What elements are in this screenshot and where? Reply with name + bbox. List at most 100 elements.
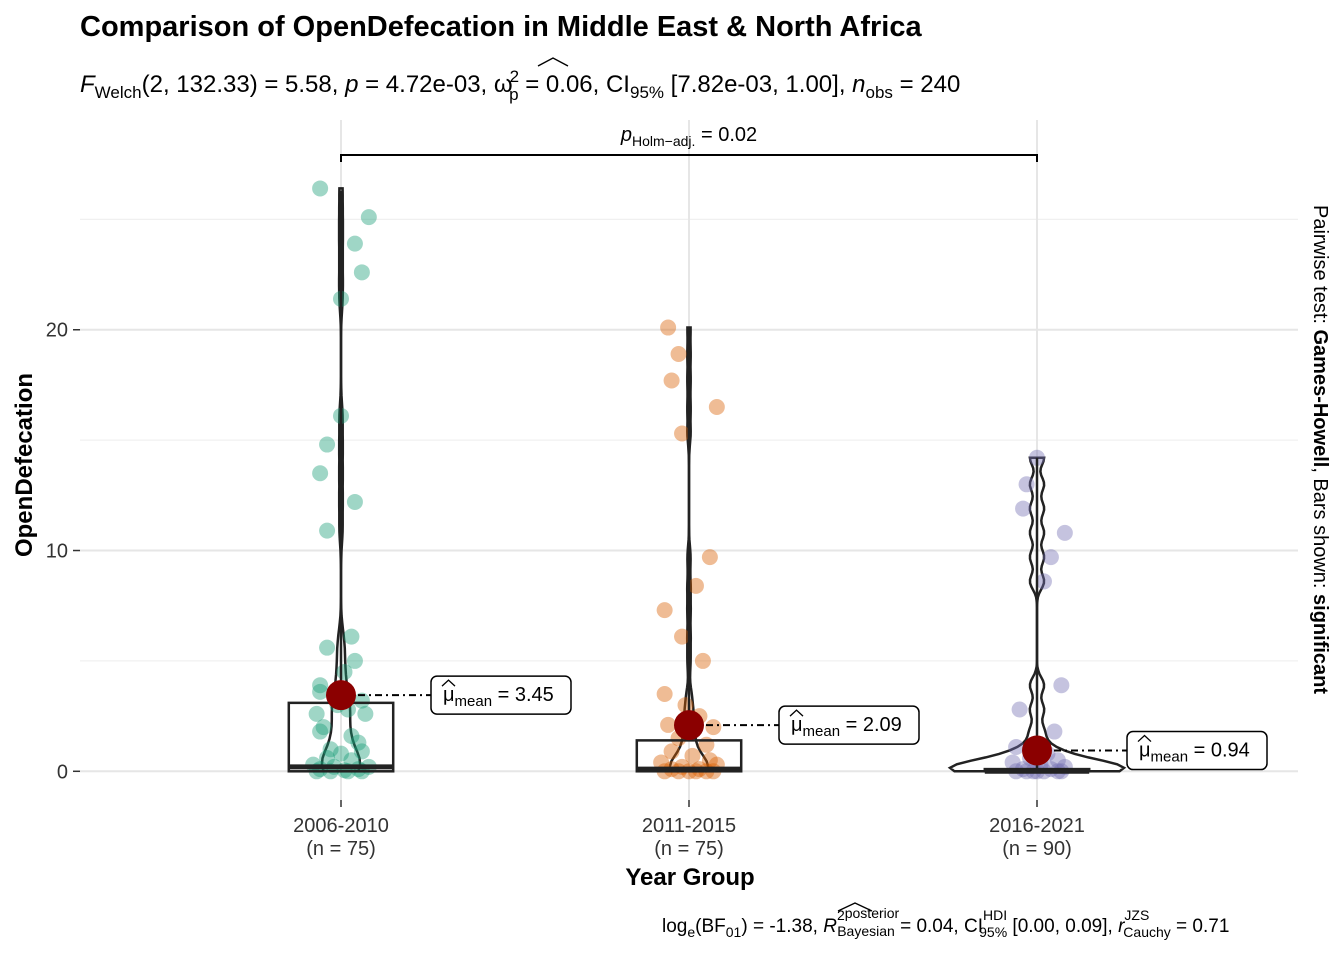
subtitle-n-value: = 240 (893, 71, 960, 98)
x-axis-title: Year Group (625, 864, 754, 891)
data-point (336, 663, 353, 680)
mean-value: = 0.94 (1188, 740, 1250, 762)
mean-marker (674, 710, 704, 741)
subtitle-es-sup: 2 (510, 67, 519, 86)
x-tick-n-label: (n = 90) (1002, 838, 1071, 860)
y-axis-title: OpenDefecation (11, 373, 38, 557)
x-tick-label: 2016-2021 (989, 815, 1085, 837)
mean-label-box (1126, 730, 1268, 771)
data-point (701, 549, 718, 566)
mean-symbol: μ (443, 684, 455, 706)
pairwise-label-prefix: Pairwise test: (1309, 205, 1331, 329)
data-point (353, 264, 370, 281)
data-point (1049, 752, 1066, 769)
data-point (312, 677, 329, 694)
data-point (705, 719, 722, 736)
data-point (312, 465, 329, 482)
data-point (346, 652, 363, 669)
caption-rc-value: = 0.71 (1171, 916, 1230, 937)
data-point (656, 686, 673, 703)
data-point (346, 493, 363, 510)
data-point (360, 209, 377, 226)
mean-label: μmean = 0.94 (1139, 740, 1250, 766)
data-point (1042, 549, 1059, 566)
data-point (1015, 500, 1032, 517)
data-point (674, 425, 691, 442)
chart-caption: loge(BF01) = -1.38, R2posterior Bayesian … (662, 905, 1229, 940)
caption-hat (837, 902, 873, 912)
caption-ci-value: [0.00, 0.09], (1007, 916, 1118, 937)
data-point (684, 747, 701, 764)
data-point (687, 577, 704, 594)
chart-subtitle: FWelch(2, 132.33) = 5.58, p = 4.72e-03, … (80, 67, 960, 104)
data-point (694, 652, 711, 669)
data-point (701, 752, 718, 769)
data-point (312, 723, 329, 740)
comparison-bracket: pHolm−adj. = 0.02 (340, 124, 1038, 162)
subtitle-hat (537, 57, 569, 67)
data-point (357, 705, 374, 722)
x-tick-label: 2006-2010 (293, 815, 389, 837)
subtitle-df: (2, 132.33) (142, 71, 258, 98)
mean-marker (1022, 735, 1052, 766)
data-point (343, 727, 360, 744)
subtitle-stat-value: = 5.58, (258, 71, 345, 98)
caption-bf-mid: (BF (695, 916, 726, 937)
data-point (319, 522, 336, 539)
caption-rc-sub: Cauchy (1123, 924, 1170, 940)
data-point (1035, 573, 1052, 590)
data-point (353, 743, 370, 760)
pairwise-test-name: Games-Howell (1309, 329, 1331, 467)
data-point (353, 692, 370, 709)
data-point (333, 745, 349, 762)
caption-bf-sub: 01 (726, 924, 742, 940)
x-tick-n-label: (n = 75) (654, 838, 723, 860)
mean-label-box (778, 705, 920, 745)
data-point (322, 741, 339, 758)
subtitle-ci-sub: 95% (630, 83, 664, 102)
data-point (660, 716, 677, 733)
pairwise-bars-shown: significant (1309, 594, 1331, 694)
data-point (670, 346, 687, 363)
caption-bf-prefix: log (662, 916, 687, 937)
mean-sub: mean (803, 723, 841, 740)
caption-r-sup2: posterior (845, 905, 900, 921)
subtitle-n-symbol: n (852, 71, 865, 98)
data-point (656, 602, 673, 619)
data-point (708, 399, 725, 416)
bracket-p-value: = 0.02 (695, 124, 757, 146)
mean-value: = 2.09 (840, 714, 902, 736)
subtitle-es-sub: p (509, 85, 518, 104)
x-tick-n-label: (n = 75) (306, 838, 375, 860)
caption-rc-sup: JZS (1124, 907, 1149, 923)
data-point (1004, 754, 1021, 771)
mean-label: μmean = 3.45 (443, 684, 554, 710)
data-point (1011, 701, 1028, 718)
mean-hat (789, 709, 804, 717)
subtitle-n-sub: obs (866, 83, 893, 102)
bracket-line (340, 154, 1038, 162)
mean-hat (441, 679, 456, 687)
data-point (1008, 739, 1025, 756)
y-tick-label: 10 (46, 541, 68, 563)
subtitle-p-symbol: p (344, 71, 358, 98)
data-point (346, 235, 363, 252)
data-point (1046, 723, 1063, 740)
mean-sub: mean (1151, 749, 1189, 766)
data-point (350, 734, 367, 751)
x-tick-label: 2011-2015 (642, 815, 736, 837)
caption-r-sup: 2 (837, 907, 845, 923)
pairwise-label-mid: , Bars shown: (1309, 467, 1331, 594)
mean-marker (326, 680, 356, 711)
data-point (1056, 524, 1073, 541)
caption-r-value: = 0.04, CI (895, 916, 983, 937)
bracket-label: pHolm−adj. = 0.02 (620, 124, 757, 149)
data-point (315, 719, 332, 736)
caption-r-symbol: R (823, 916, 837, 937)
caption-r-sub: Bayesian (837, 923, 895, 939)
chart-title: Comparison of OpenDefecation in Middle E… (80, 11, 922, 43)
mean-sub: mean (455, 693, 493, 710)
mean-symbol: μ (1139, 740, 1151, 762)
